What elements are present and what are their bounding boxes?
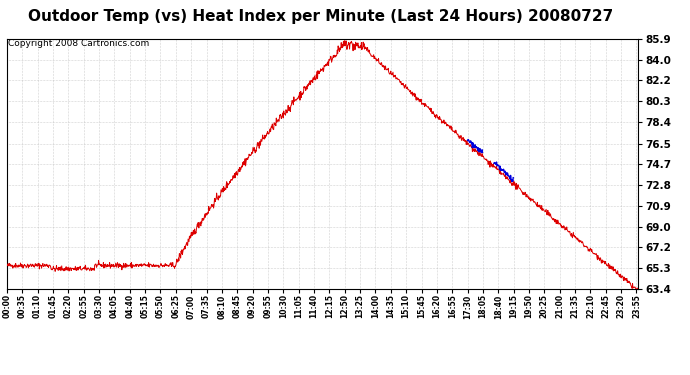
Text: Copyright 2008 Cartronics.com: Copyright 2008 Cartronics.com (8, 39, 150, 48)
Text: Outdoor Temp (vs) Heat Index per Minute (Last 24 Hours) 20080727: Outdoor Temp (vs) Heat Index per Minute … (28, 9, 613, 24)
